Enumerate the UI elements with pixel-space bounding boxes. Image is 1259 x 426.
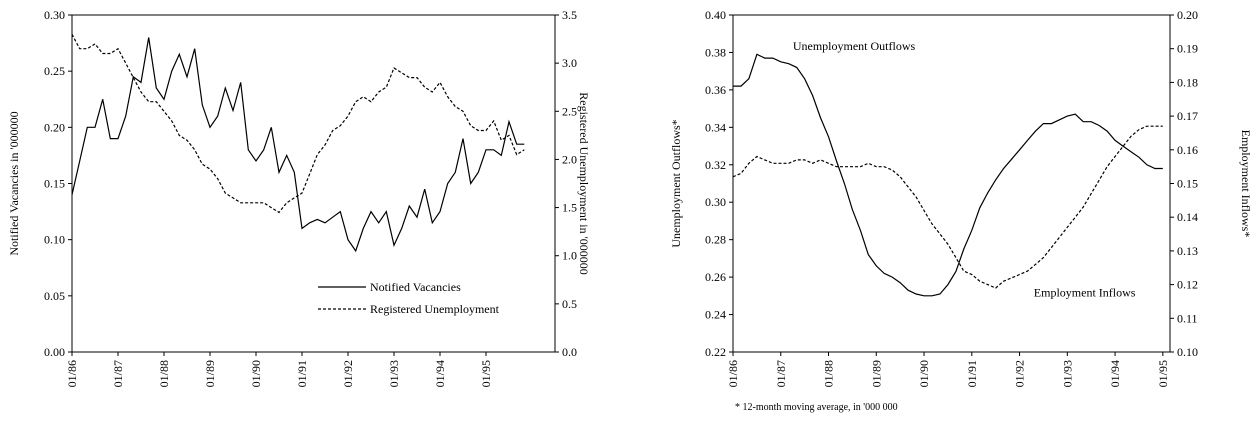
y2-tick-label: 1.0	[562, 249, 577, 263]
x-tick-label: 01/89	[869, 360, 883, 387]
y2-tick-label: 0.11	[1177, 311, 1198, 325]
series-line	[733, 53, 1163, 297]
x-tick-label: 01/93	[1060, 360, 1074, 387]
y-axis-label: Notified Vacancies in '000000	[7, 111, 21, 255]
x-tick-label: 01/95	[479, 360, 493, 387]
x-tick-label: 01/90	[917, 360, 931, 387]
y-tick-label: 0.40	[705, 8, 726, 22]
x-tick-label: 01/91	[965, 360, 979, 387]
y2-tick-label: 0.20	[1177, 8, 1198, 22]
y-tick-label: 0.32	[705, 158, 726, 172]
y2-axis-label: Employment Inflows*	[1239, 130, 1253, 238]
legend-label: Registered Unemployment	[370, 302, 500, 316]
y2-tick-label: 0.16	[1177, 143, 1198, 157]
y-tick-label: 0.24	[705, 308, 726, 322]
x-tick-label: 01/90	[249, 360, 263, 387]
y-tick-label: 0.15	[44, 177, 65, 191]
x-tick-label: 01/94	[433, 360, 447, 387]
y-tick-label: 0.36	[705, 83, 726, 97]
y2-tick-label: 0.0	[562, 345, 577, 359]
y2-tick-label: 0.18	[1177, 75, 1198, 89]
series-line	[71, 34, 525, 214]
x-tick-label: 01/91	[295, 360, 309, 387]
y2-tick-label: 0.17	[1177, 109, 1198, 123]
y-tick-label: 0.05	[44, 289, 65, 303]
y2-tick-label: 0.12	[1177, 278, 1198, 292]
y-tick-label: 0.10	[44, 233, 65, 247]
y-tick-label: 0.38	[705, 45, 726, 59]
y2-axis-label: Registered Unemployment in '000000	[577, 92, 591, 274]
series-label: Employment Inflows	[1034, 285, 1136, 299]
y2-tick-label: 2.0	[562, 152, 577, 166]
y-tick-label: 0.00	[44, 345, 65, 359]
series-line	[71, 37, 525, 253]
x-tick-label: 01/92	[341, 360, 355, 387]
y-tick-label: 0.28	[705, 233, 726, 247]
x-tick-label: 01/94	[1108, 360, 1122, 387]
y-tick-label: 0.30	[705, 195, 726, 209]
y-tick-label: 0.20	[44, 120, 65, 134]
x-tick-label: 01/95	[1156, 360, 1170, 387]
plot-frame	[732, 14, 1171, 353]
x-tick-label: 01/88	[157, 360, 171, 387]
y2-tick-label: 1.5	[562, 201, 577, 215]
legend-label: Notified Vacancies	[370, 280, 461, 294]
y-tick-label: 0.30	[44, 8, 65, 22]
y2-tick-label: 0.15	[1177, 177, 1198, 191]
y2-tick-label: 0.10	[1177, 345, 1198, 359]
y-tick-label: 0.34	[705, 120, 726, 134]
x-tick-label: 01/92	[1013, 360, 1027, 387]
footnote: * 12-month moving average, in '000 000	[735, 402, 898, 413]
y-axis-label: Unemployment Outflows*	[669, 119, 683, 247]
series-line	[732, 125, 1163, 289]
x-tick-label: 01/87	[774, 360, 788, 387]
y2-tick-label: 3.5	[562, 8, 577, 22]
x-tick-label: 01/86	[65, 360, 79, 387]
y2-tick-label: 2.5	[562, 104, 577, 118]
y2-tick-label: 0.5	[562, 297, 577, 311]
y-tick-label: 0.25	[44, 64, 65, 78]
y2-tick-label: 0.14	[1177, 210, 1198, 224]
y2-tick-label: 3.0	[562, 56, 577, 70]
x-tick-label: 01/86	[726, 360, 740, 387]
x-tick-label: 01/93	[387, 360, 401, 387]
x-tick-label: 01/89	[203, 360, 217, 387]
series-label: Unemployment Outflows	[793, 39, 916, 53]
y2-tick-label: 0.19	[1177, 42, 1198, 56]
x-tick-label: 01/87	[111, 360, 125, 387]
y2-tick-label: 0.13	[1177, 244, 1198, 258]
x-tick-label: 01/88	[822, 360, 836, 387]
y-tick-label: 0.26	[705, 270, 726, 284]
y-tick-label: 0.22	[705, 345, 726, 359]
